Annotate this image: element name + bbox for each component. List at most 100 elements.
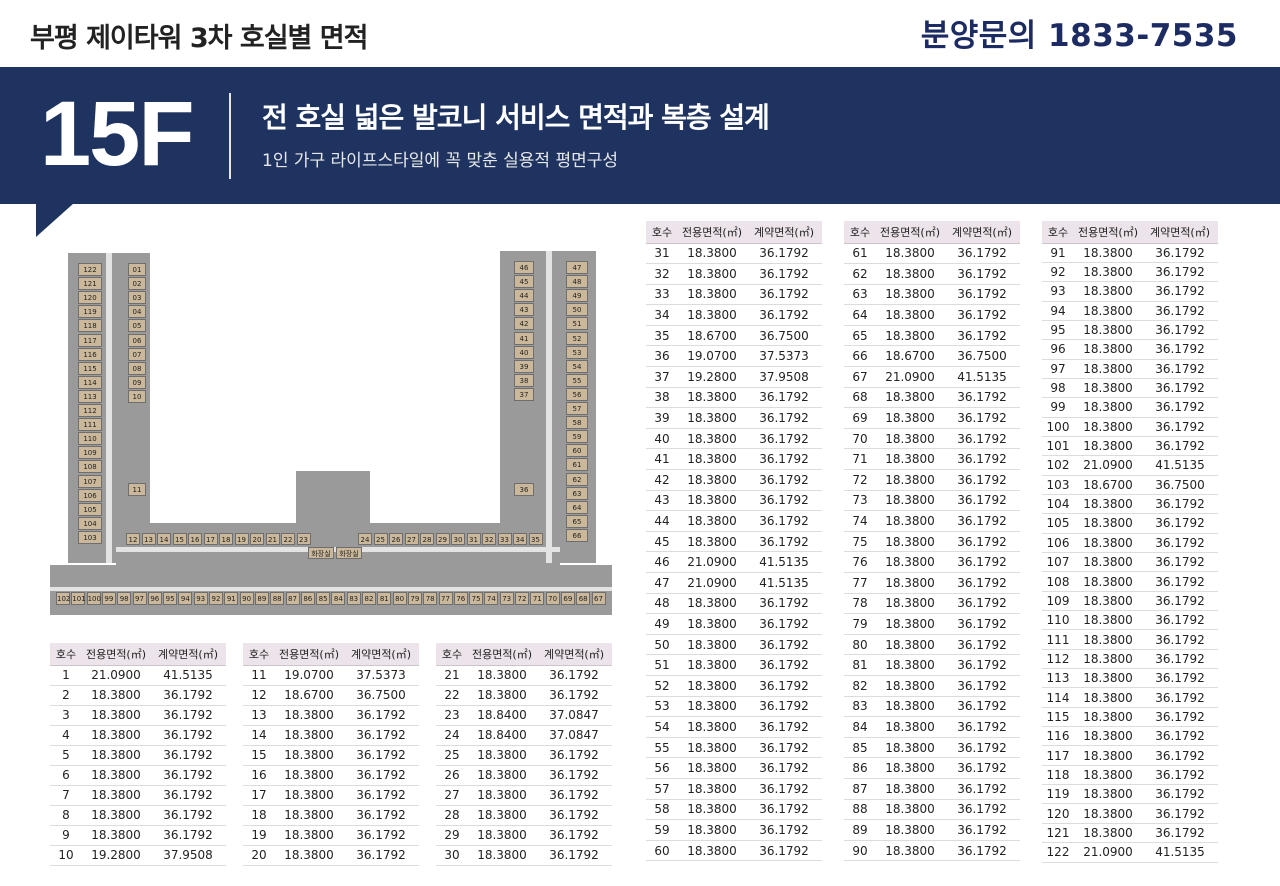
unit-cell: 68 <box>576 592 591 605</box>
table-row: 70 18.3800 36.1792 <box>844 428 1020 450</box>
exclusive-area: 18.3800 <box>678 799 746 821</box>
unit-number: 85 <box>844 737 876 759</box>
table-row: 109 18.3800 36.1792 <box>1042 591 1218 612</box>
unit-number: 38 <box>646 387 678 409</box>
unit-cell: 98 <box>117 592 132 605</box>
table-row: 81 18.3800 36.1792 <box>844 654 1020 676</box>
table-row: 33 18.3800 36.1792 <box>646 284 822 306</box>
unit-number: 3 <box>50 705 82 726</box>
table-row: 43 18.3800 36.1792 <box>646 490 822 512</box>
unit-cell: 95 <box>163 592 178 605</box>
unit-number: 57 <box>646 778 678 800</box>
exclusive-area: 18.3800 <box>876 407 944 429</box>
unit-number: 2 <box>50 685 82 706</box>
unit-cell: 55 <box>566 373 588 387</box>
unit-number: 32 <box>646 263 678 285</box>
contract-area: 36.1792 <box>944 490 1020 512</box>
table-row: 14 18.3800 36.1792 <box>243 725 419 746</box>
exclusive-area: 18.3800 <box>468 785 536 806</box>
banner <box>0 67 1280 204</box>
contract-area: 36.1792 <box>150 785 226 806</box>
contract-area: 36.1792 <box>1142 436 1218 457</box>
exclusive-area: 18.3800 <box>1074 339 1142 360</box>
unit-number: 102 <box>1042 455 1074 476</box>
table-row: 97 18.3800 36.1792 <box>1042 359 1218 379</box>
table-row: 6 18.3800 36.1792 <box>50 765 226 786</box>
unit-number: 109 <box>1042 591 1074 612</box>
unit-cell: 119 <box>78 305 102 319</box>
contract-area: 37.9508 <box>746 366 822 388</box>
column-header: 계약면적(㎡) <box>343 643 419 666</box>
unit-cell: 90 <box>239 592 254 605</box>
exclusive-area: 19.2800 <box>82 845 150 866</box>
unit-cell: 92 <box>209 592 223 605</box>
unit-cell: 107 <box>78 474 102 488</box>
unit-cell: 58 <box>566 416 588 430</box>
unit-number: 91 <box>1042 243 1074 263</box>
contract-area: 36.1792 <box>746 654 822 676</box>
contract-area: 36.7500 <box>944 345 1020 368</box>
unit-number: 82 <box>844 675 876 697</box>
unit-cell: 23 <box>296 533 311 545</box>
unit-cell: 50 <box>566 303 588 317</box>
contract-area: 36.1792 <box>944 387 1020 409</box>
contract-area: 36.1792 <box>746 799 822 821</box>
contract-area: 36.1792 <box>150 825 226 846</box>
exclusive-area: 18.3800 <box>468 805 536 826</box>
contact-phone[interactable]: 분양문의 1833-7535 <box>920 18 1238 54</box>
unit-number: 81 <box>844 654 876 676</box>
unit-cell: 121 <box>78 277 102 291</box>
table-row: 37 19.2800 37.9508 <box>646 366 822 388</box>
unit-number: 63 <box>844 284 876 306</box>
unit-cell: 61 <box>566 458 588 472</box>
table-row: 28 18.3800 36.1792 <box>436 805 612 826</box>
contract-area: 36.1792 <box>150 685 226 706</box>
column-header: 계약면적(㎡) <box>944 221 1020 244</box>
table-row: 122 21.0900 41.5135 <box>1042 842 1218 863</box>
contract-area: 41.5135 <box>1142 842 1218 863</box>
table-row: 20 18.3800 36.1792 <box>243 845 419 866</box>
unit-number: 13 <box>243 705 275 726</box>
unit-number: 83 <box>844 696 876 718</box>
unit-cell: 62 <box>566 472 588 486</box>
unit-number: 100 <box>1042 417 1074 437</box>
exclusive-area: 18.6700 <box>876 345 944 368</box>
contract-area: 36.1792 <box>746 675 822 697</box>
unit-number: 28 <box>436 805 468 826</box>
table-row: 93 18.3800 36.1792 <box>1042 281 1218 302</box>
table-row: 48 18.3800 36.1792 <box>646 593 822 615</box>
exclusive-area: 18.3800 <box>468 665 536 686</box>
corridor <box>546 251 552 563</box>
unit-cell: 104 <box>78 516 102 530</box>
contract-area: 36.1792 <box>746 448 822 471</box>
unit-cell: 01 <box>128 263 146 276</box>
unit-cell: 56 <box>566 387 588 401</box>
table-row: 92 18.3800 36.1792 <box>1042 262 1218 283</box>
exclusive-area: 18.3800 <box>275 705 343 726</box>
contract-area: 36.1792 <box>536 765 612 786</box>
unit-cell: 07 <box>128 347 146 361</box>
floor-label: 15F <box>40 83 195 185</box>
exclusive-area: 18.3800 <box>1074 281 1142 302</box>
unit-number: 17 <box>243 785 275 806</box>
contract-area: 36.1792 <box>944 448 1020 471</box>
contract-area: 36.1792 <box>1142 649 1218 670</box>
exclusive-area: 18.3800 <box>876 840 944 862</box>
table-row: 11 19.0700 37.5373 <box>243 665 419 686</box>
unit-number: 107 <box>1042 552 1074 573</box>
unit-cell: 80 <box>392 592 407 605</box>
unit-cell: 54 <box>566 359 588 373</box>
unit-number: 44 <box>646 510 678 532</box>
unit-number: 98 <box>1042 378 1074 399</box>
unit-number: 9 <box>50 825 82 846</box>
column-header: 계약면적(㎡) <box>1142 221 1218 244</box>
table-row: 32 18.3800 36.1792 <box>646 263 822 285</box>
table-row: 80 18.3800 36.1792 <box>844 634 1020 656</box>
table-row: 68 18.3800 36.1792 <box>844 387 1020 409</box>
contract-area: 37.0847 <box>536 705 612 726</box>
unit-cell: 08 <box>128 361 146 375</box>
unit-number: 8 <box>50 805 82 826</box>
contract-area: 36.1792 <box>343 705 419 726</box>
table-row: 5 18.3800 36.1792 <box>50 745 226 766</box>
unit-cell: 78 <box>423 592 438 605</box>
